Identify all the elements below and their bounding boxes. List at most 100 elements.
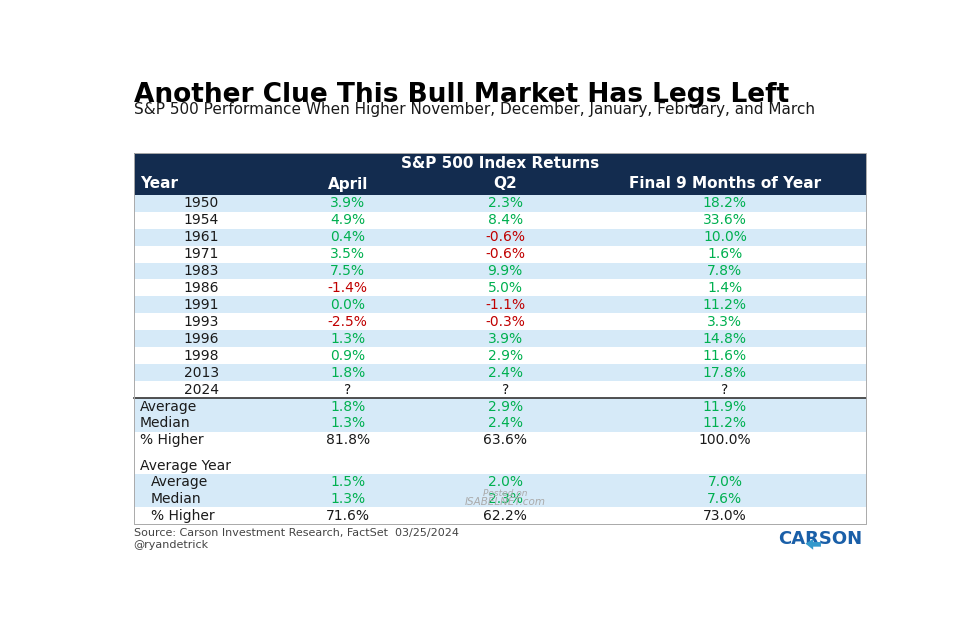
Text: 1950: 1950 <box>183 196 218 210</box>
Text: 1.8%: 1.8% <box>331 399 366 413</box>
Text: 3.3%: 3.3% <box>708 315 742 329</box>
Text: 11.2%: 11.2% <box>703 298 747 312</box>
Bar <box>134 229 866 246</box>
Text: 11.2%: 11.2% <box>703 417 747 431</box>
Text: 7.0%: 7.0% <box>708 475 742 489</box>
Text: 33.6%: 33.6% <box>703 213 747 227</box>
Bar <box>134 415 866 432</box>
Bar <box>134 490 866 507</box>
Text: 2.9%: 2.9% <box>488 349 523 363</box>
Text: Source: Carson Investment Research, FactSet  03/25/2024: Source: Carson Investment Research, Fact… <box>134 528 458 538</box>
Text: 1986: 1986 <box>183 281 219 295</box>
Text: 73.0%: 73.0% <box>703 509 747 523</box>
Text: 100.0%: 100.0% <box>698 434 751 448</box>
Text: 1.5%: 1.5% <box>331 475 366 489</box>
Text: 0.0%: 0.0% <box>331 298 366 312</box>
Text: % Higher: % Higher <box>139 434 204 448</box>
Text: ISABELNET.com: ISABELNET.com <box>465 497 546 507</box>
Text: 5.0%: 5.0% <box>488 281 523 295</box>
Bar <box>134 246 866 262</box>
Text: 17.8%: 17.8% <box>703 366 747 380</box>
Text: 1961: 1961 <box>183 230 219 244</box>
Text: 2.9%: 2.9% <box>488 399 523 413</box>
Text: ?: ? <box>501 383 509 397</box>
Text: 1991: 1991 <box>183 298 219 312</box>
Text: S&P 500 Index Returns: S&P 500 Index Returns <box>401 156 599 171</box>
Bar <box>134 330 866 347</box>
Text: -0.3%: -0.3% <box>486 315 526 329</box>
Text: 7.8%: 7.8% <box>707 264 742 278</box>
Text: Final 9 Months of Year: Final 9 Months of Year <box>629 177 821 192</box>
Text: -2.5%: -2.5% <box>328 315 368 329</box>
Text: @ryandetrick: @ryandetrick <box>134 540 209 550</box>
Text: 8.4%: 8.4% <box>488 213 523 227</box>
Bar <box>134 432 866 449</box>
Text: 1.3%: 1.3% <box>331 492 366 506</box>
Text: Q2: Q2 <box>493 177 517 192</box>
Text: -0.6%: -0.6% <box>486 247 526 261</box>
Bar <box>134 211 866 229</box>
Bar <box>134 153 866 525</box>
Text: 0.9%: 0.9% <box>331 349 366 363</box>
Text: 11.9%: 11.9% <box>703 399 747 413</box>
Bar <box>134 262 866 279</box>
Text: CARSON: CARSON <box>778 530 862 548</box>
Bar <box>134 449 866 458</box>
Bar <box>134 153 866 173</box>
Text: 7.5%: 7.5% <box>331 264 366 278</box>
Bar <box>134 364 866 381</box>
Text: 1.3%: 1.3% <box>331 331 366 346</box>
Text: -0.6%: -0.6% <box>486 230 526 244</box>
Text: 1954: 1954 <box>183 213 218 227</box>
Text: 1.4%: 1.4% <box>707 281 742 295</box>
Text: April: April <box>328 177 368 192</box>
Bar <box>134 173 866 195</box>
Text: Average: Average <box>150 475 208 489</box>
Text: Median: Median <box>150 492 201 506</box>
Text: S&P 500 Performance When Higher November, December, January, February, and March: S&P 500 Performance When Higher November… <box>134 102 814 117</box>
Text: 10.0%: 10.0% <box>703 230 747 244</box>
Text: 2.3%: 2.3% <box>488 492 523 506</box>
Text: 1.6%: 1.6% <box>707 247 743 261</box>
Text: 4.9%: 4.9% <box>331 213 366 227</box>
Bar <box>134 279 866 297</box>
Text: 3.9%: 3.9% <box>331 196 366 210</box>
Text: 1983: 1983 <box>183 264 219 278</box>
Text: 1998: 1998 <box>183 349 219 363</box>
Text: 1.3%: 1.3% <box>331 417 366 431</box>
Text: Year: Year <box>139 177 177 192</box>
Text: 0.4%: 0.4% <box>331 230 366 244</box>
Bar <box>134 297 866 313</box>
Text: Average Year: Average Year <box>139 459 231 473</box>
Text: Median: Median <box>139 417 190 431</box>
Bar <box>134 398 866 415</box>
Text: Posted on: Posted on <box>483 489 527 498</box>
Text: Another Clue This Bull Market Has Legs Left: Another Clue This Bull Market Has Legs L… <box>134 81 789 107</box>
Bar <box>134 381 866 398</box>
Text: ?: ? <box>722 383 728 397</box>
Text: 1971: 1971 <box>183 247 219 261</box>
Bar <box>134 474 866 490</box>
Text: -1.1%: -1.1% <box>486 298 526 312</box>
Text: 2013: 2013 <box>183 366 218 380</box>
Text: 2.0%: 2.0% <box>488 475 523 489</box>
Bar <box>134 458 866 474</box>
Text: 3.9%: 3.9% <box>488 331 523 346</box>
Text: -1.4%: -1.4% <box>328 281 368 295</box>
Text: ?: ? <box>344 383 351 397</box>
Text: 81.8%: 81.8% <box>326 434 370 448</box>
Text: 71.6%: 71.6% <box>326 509 370 523</box>
Text: 1.8%: 1.8% <box>331 366 366 380</box>
Text: % Higher: % Higher <box>150 509 214 523</box>
Text: 18.2%: 18.2% <box>703 196 747 210</box>
Text: 63.6%: 63.6% <box>484 434 527 448</box>
Text: 14.8%: 14.8% <box>703 331 747 346</box>
Text: 2.4%: 2.4% <box>488 366 523 380</box>
Text: 9.9%: 9.9% <box>488 264 523 278</box>
Text: 2.4%: 2.4% <box>488 417 523 431</box>
Text: 62.2%: 62.2% <box>484 509 527 523</box>
Text: 2024: 2024 <box>183 383 218 397</box>
Polygon shape <box>805 539 821 550</box>
Text: 11.6%: 11.6% <box>703 349 747 363</box>
Text: 2.3%: 2.3% <box>488 196 523 210</box>
